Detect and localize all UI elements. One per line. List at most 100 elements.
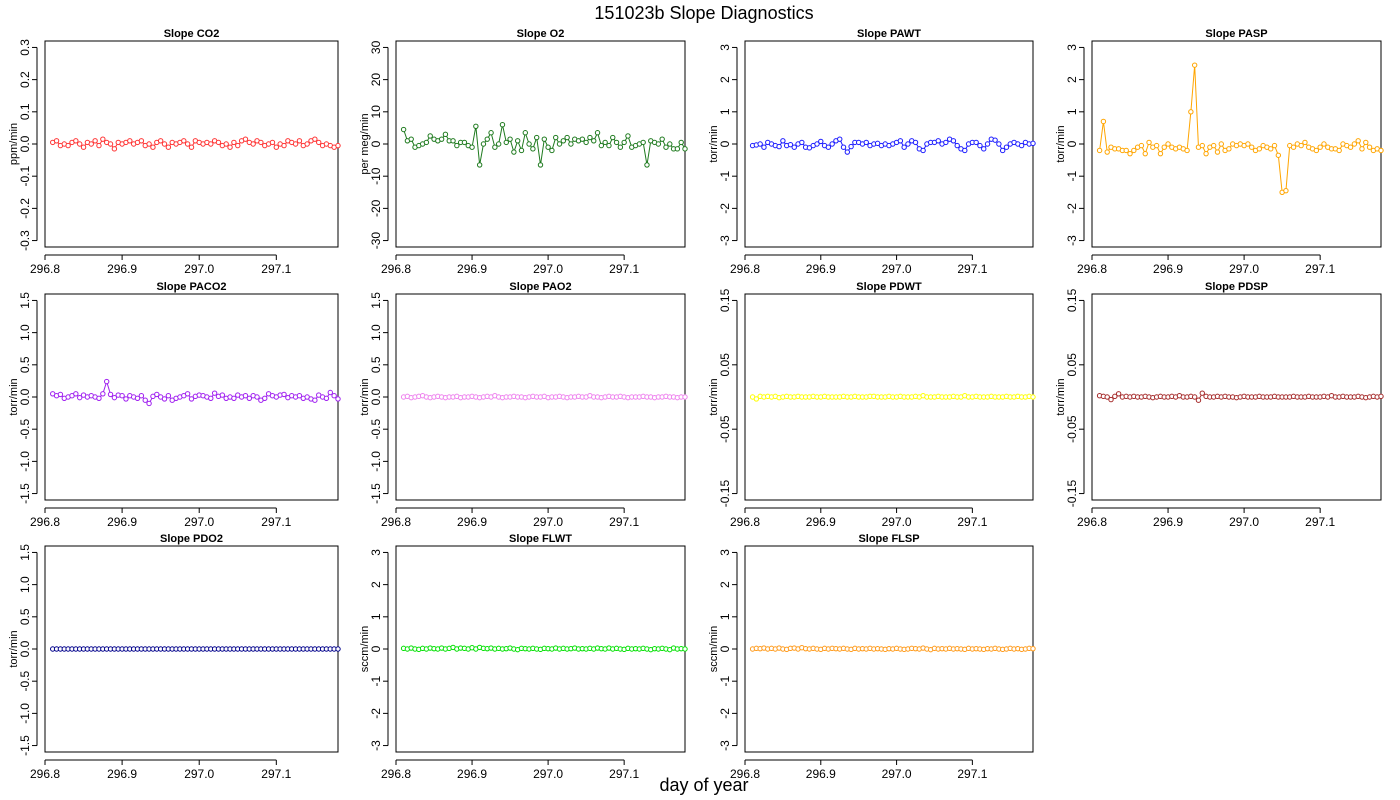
data-point (181, 138, 187, 144)
data-point (184, 391, 191, 397)
panel-slope-co2: Slope CO2 296.8 296.9 297.0 297.1 -0.3 -0.2 -0.… (8, 28, 341, 276)
data-point (495, 141, 502, 147)
data-point (829, 141, 835, 147)
data-point (499, 121, 506, 128)
data-point (663, 144, 669, 150)
x-tick-label: 297.0 (533, 262, 563, 276)
data-point (1203, 150, 1209, 157)
data-point (484, 136, 490, 142)
data-point (335, 646, 341, 652)
data-point (549, 147, 555, 154)
data-point (492, 144, 498, 150)
y-tick-label: -2 (1065, 203, 1079, 214)
data-point (1161, 144, 1167, 150)
y-tick-label: -0.2 (18, 198, 32, 219)
data-point (423, 139, 430, 146)
data-point (583, 139, 589, 146)
y-axis-label: torr/min (1055, 378, 1067, 415)
y-tick-label: -1.0 (18, 703, 32, 724)
y-tick-label: -0.05 (1065, 415, 1079, 443)
data-point (761, 144, 767, 150)
data-point (1302, 139, 1308, 146)
data-point (1321, 141, 1327, 147)
y-tick-label: -3 (718, 235, 732, 246)
y-tick-label: -1.0 (18, 451, 32, 472)
data-point (227, 144, 233, 150)
data-point (1030, 394, 1036, 400)
data-point (1112, 393, 1118, 400)
panel-title: Slope FLSP (858, 533, 919, 545)
data-point (602, 139, 608, 146)
data-point (507, 136, 513, 142)
data-point (231, 139, 237, 146)
y-tick-label: 0 (369, 140, 383, 147)
data-point (999, 147, 1006, 154)
data-point (208, 141, 214, 147)
y-tick-label: 1.5 (18, 292, 32, 309)
data-point (231, 395, 237, 401)
y-tick-label: 20 (369, 73, 383, 87)
data-point (103, 378, 110, 385)
x-tick-label: 297.1 (957, 262, 987, 276)
data-point (962, 147, 968, 154)
x-tick-label: 296.9 (457, 515, 487, 529)
data-point (292, 141, 299, 147)
y-tick-label: 1 (718, 613, 732, 620)
data-point (757, 141, 763, 147)
x-tick-label: 296.9 (806, 767, 836, 781)
x-tick-label: 297.0 (533, 515, 563, 529)
y-tick-label: 1.0 (369, 324, 383, 341)
data-point (142, 397, 148, 403)
panel-title: Slope CO2 (164, 28, 220, 40)
y-tick-label: -0.5 (18, 419, 32, 440)
data-point (530, 146, 536, 152)
data-point (1359, 146, 1365, 152)
data-point (613, 139, 620, 146)
y-tick-label: 3 (1065, 44, 1079, 51)
data-point (996, 141, 1002, 147)
y-tick-label: -3 (718, 740, 732, 751)
data-point (107, 391, 114, 398)
data-point (215, 139, 222, 146)
y-tick-label: -1 (718, 676, 732, 687)
x-tick-label: 297.1 (609, 262, 639, 276)
data-point (1199, 142, 1205, 149)
data-point (1275, 152, 1282, 158)
data-point (568, 141, 574, 147)
data-point (1290, 144, 1297, 150)
data-point (579, 136, 586, 142)
data-point (296, 393, 303, 399)
y-tick-label: 10 (369, 105, 383, 119)
data-point (1191, 394, 1198, 400)
y-tick-label: 1.5 (18, 544, 32, 561)
data-point (1191, 62, 1198, 68)
data-point (327, 389, 333, 396)
data-point (564, 134, 570, 141)
x-tick-label: 296.8 (730, 515, 760, 529)
data-point (534, 134, 540, 141)
x-tick-label: 296.8 (30, 262, 60, 276)
x-tick-label: 297.0 (533, 767, 563, 781)
data-point (134, 395, 141, 401)
data-point (787, 141, 794, 148)
y-tick-label: 2 (718, 581, 732, 588)
data-point (954, 142, 960, 149)
panel-title: Slope FLWT (509, 533, 572, 545)
data-point (188, 396, 195, 402)
data-point (901, 144, 907, 150)
y-axis-label: torr/min (708, 125, 720, 162)
x-tick-label: 297.1 (261, 262, 291, 276)
data-point (981, 146, 987, 152)
y-tick-label: 2 (369, 581, 383, 588)
y-tick-label: -1 (718, 171, 732, 182)
x-tick-label: 297.0 (184, 515, 214, 529)
y-tick-label: -0.05 (718, 415, 732, 443)
y-tick-label: 0 (1065, 140, 1079, 147)
panel-slope-pdwt: Slope PDWT 296.8 296.9 297.0 297.1 -0.15 -0.05… (708, 281, 1036, 529)
y-axis-label: sccm/min (708, 626, 720, 672)
x-tick-label: 296.8 (30, 767, 60, 781)
y-tick-label: 1.5 (369, 292, 383, 309)
x-tick-label: 296.8 (1077, 515, 1107, 529)
y-tick-label: -3 (1065, 235, 1079, 246)
data-point (246, 395, 253, 401)
